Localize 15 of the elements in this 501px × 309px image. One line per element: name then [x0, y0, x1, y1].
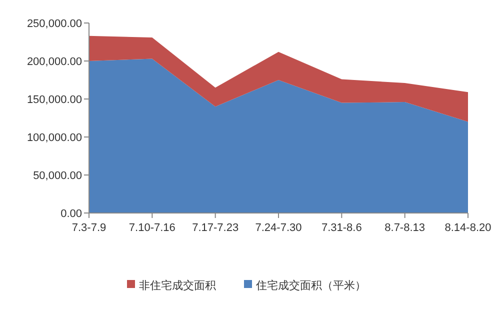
y-tick-label: 150,000.00 [26, 94, 82, 106]
legend-label: 住宅成交面积（平米） [256, 279, 366, 292]
y-tick-label: 100,000.00 [26, 132, 82, 144]
x-tick-label: 7.24-7.30 [255, 222, 302, 234]
x-tick-label: 7.3-7.9 [72, 222, 106, 234]
y-tick-label: 50,000.00 [33, 170, 82, 182]
x-tick-label: 8.7-8.13 [384, 222, 426, 234]
x-tick-label: 7.10-7.16 [128, 222, 176, 234]
legend-label: 非住宅成交面积 [139, 279, 216, 292]
y-tick-label: 200,000.00 [26, 56, 82, 68]
x-tick-label: 8.14-8.20 [444, 222, 492, 234]
y-tick-label: 250,000.00 [26, 18, 82, 30]
y-tick-label: 0.00 [60, 208, 82, 220]
x-tick-label: 7.31-8.6 [321, 222, 362, 234]
x-tick-label: 7.17-7.23 [192, 222, 239, 234]
